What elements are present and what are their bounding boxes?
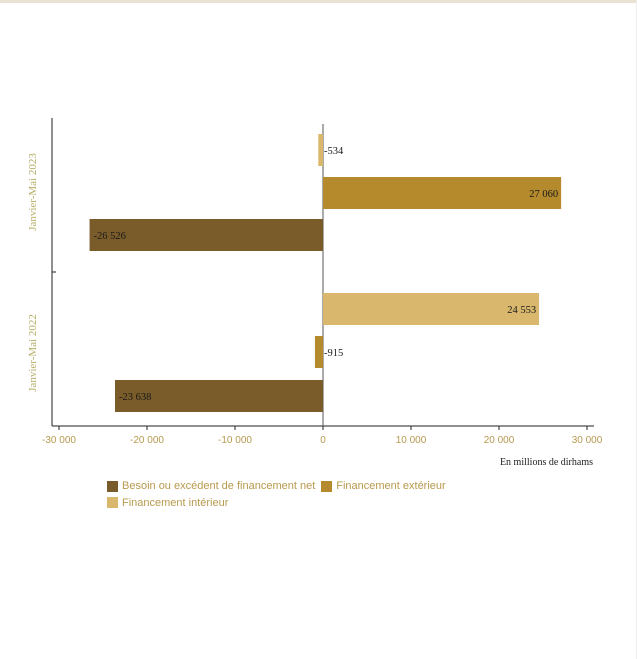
x-tick-label: 20 000 <box>484 435 515 446</box>
legend-label: Besoin ou excédent de financement net <box>122 480 316 492</box>
bar <box>323 293 540 325</box>
x-tick-label: -20 000 <box>130 435 164 446</box>
legend-swatch <box>107 497 118 508</box>
bar <box>323 177 562 209</box>
legend-label: Financement extérieur <box>336 480 446 492</box>
y-category-label: Janvier-Mai 2023 <box>27 153 39 231</box>
x-tick-label: 30 000 <box>572 435 603 446</box>
bar <box>89 219 323 251</box>
y-category-label: Janvier-Mai 2022 <box>27 314 39 392</box>
x-tick-label: 10 000 <box>396 435 427 446</box>
top-border <box>0 0 637 3</box>
legend-label: Financement intérieur <box>122 496 229 509</box>
bar-chart: -30 000 -20 000 -10 000 0 10 000 20 000 30 000… <box>27 118 603 468</box>
data-label: 27 060 <box>529 189 558 200</box>
x-tick-label: 0 <box>320 435 326 446</box>
legend-swatch <box>107 480 118 492</box>
data-label: 24 553 <box>507 305 536 316</box>
legend-item: Financement intérieur <box>107 496 228 510</box>
x-axis-title: En millions de dirhams <box>500 457 593 468</box>
bar <box>314 336 323 368</box>
legend: Besoin ou excédent de financement net Fin… <box>107 479 467 512</box>
x-tick-label: -10 000 <box>218 435 252 446</box>
data-label: -534 <box>324 146 344 157</box>
bar <box>318 134 323 166</box>
legend-swatch <box>321 480 333 492</box>
data-label: -915 <box>324 348 343 359</box>
data-label: -23 638 <box>119 392 151 403</box>
x-tick-label: -30 000 <box>42 435 76 446</box>
bar <box>114 380 324 412</box>
legend-item: Financement extérieur <box>321 479 446 493</box>
data-label: -26 526 <box>94 231 126 242</box>
legend-item: Besoin ou excédent de financement net <box>107 479 315 493</box>
